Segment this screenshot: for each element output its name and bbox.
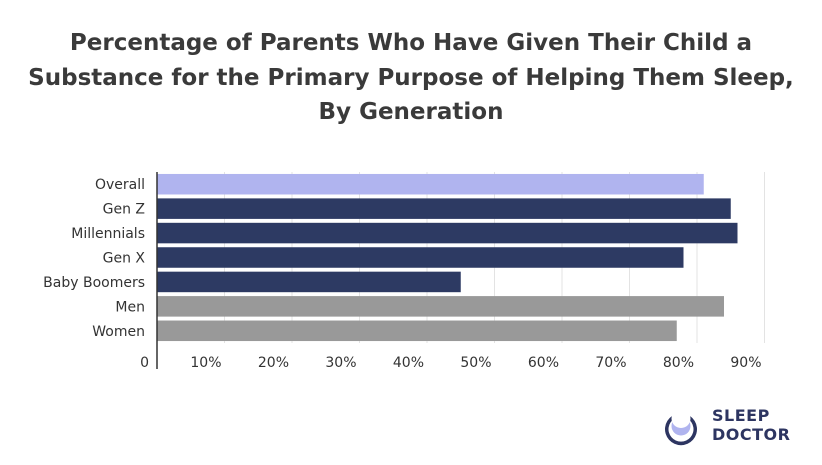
- logo-wordmark: SLEEP DOCTOR: [712, 406, 790, 444]
- x-tick-label: 50%: [460, 355, 491, 371]
- category-label: Baby Boomers: [43, 275, 145, 291]
- sleep-doctor-logo: SLEEP DOCTOR: [658, 404, 808, 448]
- category-label: Women: [92, 324, 145, 340]
- category-label: Gen X: [103, 251, 146, 267]
- logo-word-sleep: SLEEP: [712, 406, 770, 425]
- bar-gen-z: [157, 198, 731, 219]
- bar-millennials: [157, 222, 738, 244]
- category-label: Gen Z: [103, 202, 145, 218]
- bar-overall: [157, 173, 704, 195]
- chart-title-line-2: Substance for the Primary Purpose of Hel…: [28, 64, 794, 91]
- category-label: Men: [115, 299, 145, 315]
- x-tick-label: 80%: [663, 355, 694, 371]
- x-tick-label: 0: [140, 355, 149, 371]
- category-label: Overall: [95, 177, 145, 193]
- bar-baby-boomers: [157, 271, 461, 293]
- x-tick-label: 70%: [595, 355, 626, 371]
- x-tick-label: 10%: [190, 355, 221, 371]
- x-tick-label: 30%: [325, 355, 356, 371]
- bar-men: [157, 296, 724, 317]
- x-tick-label: 20%: [258, 355, 289, 371]
- bar-gen-x: [157, 247, 684, 268]
- bar-women: [157, 320, 677, 342]
- moon-icon: [665, 409, 697, 446]
- logo-word-doctor: DOCTOR: [712, 425, 791, 444]
- x-tick-label: 60%: [528, 355, 559, 371]
- x-tick-label: 90%: [730, 355, 761, 371]
- category-label: Millennials: [71, 226, 145, 242]
- chart-title: Percentage of Parents Who Have Given The…: [0, 26, 822, 130]
- chart-title-line-1: Percentage of Parents Who Have Given The…: [69, 30, 753, 56]
- chart-title-line-3: By Generation: [318, 99, 504, 125]
- x-tick-label: 40%: [393, 355, 424, 371]
